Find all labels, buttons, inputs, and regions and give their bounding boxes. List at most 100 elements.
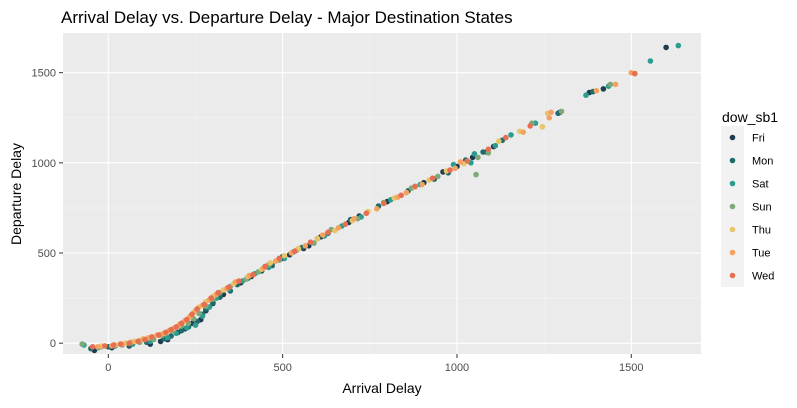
data-point — [374, 206, 380, 212]
data-point — [600, 86, 607, 92]
data-point — [164, 335, 171, 341]
data-point — [398, 192, 405, 199]
legend: dow_sb1 Fri Mon Sat Sun Thu Tue Wed — [721, 109, 778, 287]
data-point — [102, 343, 108, 349]
data-point — [194, 306, 200, 312]
data-point — [189, 311, 195, 318]
chart-title: Arrival Delay vs. Departure Delay - Majo… — [61, 8, 513, 27]
data-point — [508, 132, 514, 138]
data-point — [457, 159, 464, 165]
data-point — [325, 229, 331, 236]
series-wed — [89, 70, 638, 350]
data-point — [225, 284, 232, 291]
data-point — [342, 221, 349, 227]
data-point — [163, 329, 169, 336]
data-point — [79, 341, 85, 347]
data-point — [612, 81, 619, 88]
legend-label-wed: Wed — [752, 271, 774, 283]
legend-label-fri: Fri — [752, 133, 765, 145]
data-point — [475, 154, 481, 161]
data-point — [292, 248, 298, 254]
y-tick-label: 0 — [50, 338, 56, 350]
data-point — [126, 340, 132, 347]
data-point — [485, 146, 492, 153]
legend-key-mon — [729, 157, 736, 164]
legend-title: dow_sb1 — [722, 109, 778, 125]
legend-key-wed — [729, 272, 736, 279]
data-point — [607, 81, 614, 88]
data-point — [452, 165, 459, 172]
data-point — [593, 87, 600, 94]
data-point — [435, 173, 441, 180]
data-point — [471, 151, 478, 157]
data-point — [314, 235, 321, 242]
data-point — [558, 108, 565, 115]
data-point — [403, 189, 410, 196]
data-point — [632, 70, 638, 77]
data-points — [79, 42, 682, 354]
data-point — [178, 320, 185, 327]
data-point — [95, 344, 101, 350]
data-point — [583, 92, 589, 98]
legend-key-fri — [729, 134, 736, 141]
data-point — [281, 252, 288, 259]
data-point — [135, 338, 141, 345]
data-point — [142, 336, 148, 343]
data-point — [548, 109, 554, 116]
data-point — [447, 167, 453, 173]
data-point — [496, 138, 502, 144]
data-point — [319, 232, 326, 238]
data-point — [480, 149, 486, 155]
legend-label-tue: Tue — [752, 248, 771, 260]
grid-major — [63, 33, 701, 354]
legend-label-mon: Mon — [752, 156, 773, 168]
x-tick-label: 1500 — [619, 362, 643, 374]
data-point — [351, 215, 357, 222]
x-tick-label: 0 — [105, 362, 111, 374]
data-point — [178, 327, 185, 334]
data-point — [412, 183, 418, 190]
data-point — [110, 342, 117, 348]
legend-key-sun — [729, 203, 736, 210]
data-point — [201, 301, 207, 308]
data-point — [503, 134, 509, 141]
y-tick-label: 1500 — [32, 68, 56, 80]
plot-panel — [63, 33, 701, 354]
data-point — [276, 255, 283, 262]
data-point — [419, 181, 425, 188]
legend-label-sat: Sat — [752, 179, 769, 191]
data-point — [156, 332, 162, 338]
y-axis-ticks: 0 500 1000 1500 — [32, 68, 63, 350]
data-point — [675, 42, 682, 49]
data-point — [302, 243, 309, 249]
data-point — [546, 115, 553, 121]
data-point — [192, 322, 199, 328]
data-point — [168, 326, 174, 333]
x-tick-label: 500 — [273, 362, 291, 374]
legend-key-thu — [729, 226, 736, 233]
data-point — [380, 200, 387, 207]
data-point — [184, 325, 190, 331]
legend-items: Fri Mon Sat Sun Thu Tue Wed — [721, 126, 774, 287]
data-point — [307, 239, 314, 245]
legend-key-tue — [729, 249, 736, 256]
data-point — [527, 123, 533, 129]
data-point — [464, 158, 471, 164]
data-point — [149, 334, 155, 340]
data-point — [117, 341, 124, 347]
legend-key-sat — [729, 180, 736, 187]
y-axis-label: Departure Delay — [8, 143, 24, 245]
x-tick-label: 1000 — [445, 362, 469, 374]
data-point — [262, 263, 269, 270]
data-point — [267, 260, 274, 266]
data-point — [335, 225, 342, 231]
x-axis-ticks: 0 500 1000 1500 — [105, 354, 644, 374]
legend-label-thu: Thu — [752, 225, 771, 237]
y-tick-label: 500 — [38, 248, 56, 260]
data-point — [429, 175, 436, 181]
data-point — [208, 295, 214, 301]
x-axis-label: Arrival Delay — [342, 380, 421, 396]
data-point — [663, 44, 669, 51]
data-point — [647, 58, 654, 64]
